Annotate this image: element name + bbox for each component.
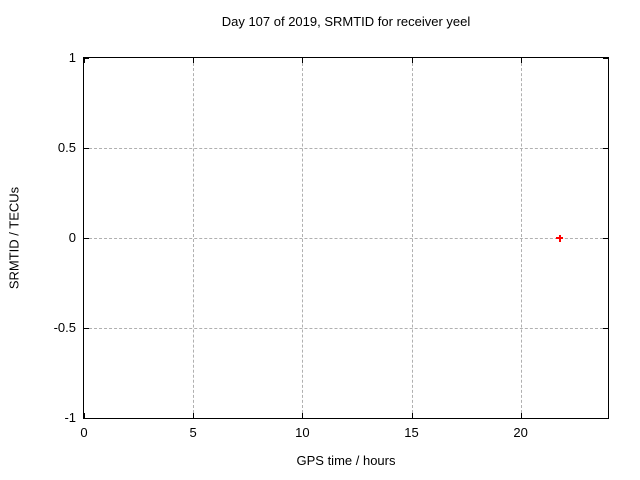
grid-line-y-0.5 bbox=[84, 148, 608, 149]
y-tick-label: -0.5 bbox=[53, 320, 76, 335]
x-tick-bottom bbox=[520, 413, 522, 418]
x-tick-label: 10 bbox=[295, 425, 310, 440]
y-axis-label: SRMTID / TECUs bbox=[6, 186, 22, 290]
x-tick-label: 5 bbox=[189, 425, 197, 440]
x-tick-top bbox=[302, 58, 304, 63]
y-tick-left bbox=[84, 418, 89, 419]
y-tick-left bbox=[84, 328, 89, 329]
x-tick-top bbox=[520, 58, 522, 63]
grid-line-y--0.5 bbox=[84, 328, 608, 329]
x-tick-top bbox=[193, 58, 195, 63]
y-tick-right bbox=[603, 328, 608, 329]
plot-area: 0 5 10 15 20 -1 -0.5 0 0.5 1 bbox=[54, 50, 609, 440]
x-tick-label: 0 bbox=[80, 425, 88, 440]
chart-title: Day 107 of 2019, SRMTID for receiver yee… bbox=[221, 14, 471, 29]
x-tick-bottom bbox=[302, 413, 304, 418]
y-tick-right bbox=[603, 148, 608, 149]
y-tick-left bbox=[84, 58, 89, 59]
y-tick-label: 0.5 bbox=[57, 140, 76, 155]
x-tick-bottom bbox=[411, 413, 413, 418]
x-tick-label: 20 bbox=[513, 425, 528, 440]
x-tick-label: 15 bbox=[404, 425, 419, 440]
x-axis-label: GPS time / hours bbox=[296, 453, 396, 468]
y-tick-right bbox=[603, 238, 608, 239]
y-tick-label: 1 bbox=[68, 50, 76, 65]
x-tick-top bbox=[411, 58, 413, 63]
marker-vertical-bar bbox=[559, 234, 561, 242]
y-tick-label: -1 bbox=[64, 410, 76, 425]
x-tick-bottom bbox=[84, 413, 85, 418]
data-point-marker bbox=[556, 234, 564, 242]
y-tick-right bbox=[603, 418, 608, 419]
y-tick-left bbox=[84, 238, 89, 239]
y-tick-left bbox=[84, 148, 89, 149]
x-tick-top bbox=[84, 58, 85, 63]
y-tick-right bbox=[603, 58, 608, 59]
grid-line-y-0 bbox=[84, 238, 608, 239]
y-tick-label: 0 bbox=[68, 230, 76, 245]
x-tick-bottom bbox=[193, 413, 195, 418]
